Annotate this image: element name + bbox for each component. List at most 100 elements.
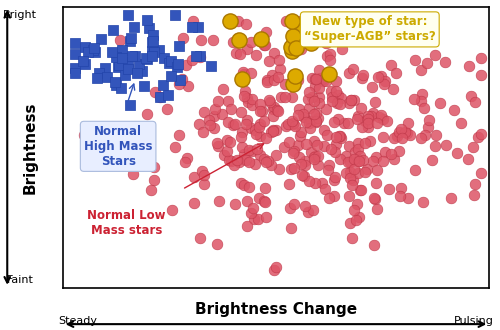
Point bbox=[154, 48, 162, 53]
Point bbox=[300, 114, 308, 119]
Text: Bright: Bright bbox=[3, 10, 37, 20]
Point bbox=[182, 63, 190, 68]
Point bbox=[114, 63, 122, 68]
Point bbox=[246, 39, 254, 44]
Point bbox=[245, 185, 253, 190]
Point bbox=[200, 172, 208, 177]
Point bbox=[256, 133, 264, 139]
Point bbox=[256, 101, 264, 106]
Point bbox=[276, 95, 284, 100]
Point bbox=[190, 18, 198, 24]
Point bbox=[358, 36, 366, 41]
Point bbox=[236, 51, 244, 56]
Point bbox=[351, 149, 359, 155]
Point bbox=[354, 114, 362, 119]
Point bbox=[281, 95, 289, 100]
Point bbox=[380, 149, 388, 154]
Point bbox=[223, 149, 231, 154]
Point bbox=[424, 124, 432, 130]
Point bbox=[290, 149, 298, 154]
Point bbox=[190, 200, 198, 206]
Point bbox=[116, 37, 124, 43]
Point bbox=[327, 146, 335, 151]
Point bbox=[360, 140, 368, 145]
Point bbox=[356, 187, 364, 193]
Point bbox=[307, 41, 315, 47]
Point bbox=[310, 139, 318, 144]
Point bbox=[305, 121, 313, 126]
Point bbox=[304, 209, 312, 214]
Point bbox=[230, 163, 238, 168]
Point bbox=[93, 76, 101, 81]
Point bbox=[200, 110, 208, 115]
Point bbox=[372, 196, 380, 201]
Point bbox=[198, 129, 206, 134]
Point bbox=[436, 101, 444, 106]
Point bbox=[372, 207, 380, 212]
Point bbox=[298, 129, 306, 134]
Point bbox=[320, 127, 328, 132]
Point bbox=[320, 143, 328, 148]
Point bbox=[130, 171, 138, 176]
Point bbox=[117, 85, 125, 90]
Point bbox=[232, 51, 240, 56]
Point bbox=[380, 159, 388, 164]
Point bbox=[210, 37, 218, 43]
Point bbox=[368, 111, 376, 116]
Point bbox=[292, 46, 300, 51]
Point bbox=[393, 133, 401, 139]
Point bbox=[288, 48, 296, 53]
Point bbox=[290, 202, 298, 207]
Point bbox=[156, 95, 164, 100]
Point bbox=[240, 72, 248, 77]
Point bbox=[190, 174, 198, 179]
Point bbox=[140, 83, 147, 89]
Point bbox=[268, 72, 276, 77]
Point bbox=[174, 61, 182, 66]
Point bbox=[306, 89, 314, 94]
Point bbox=[410, 96, 418, 101]
Point bbox=[312, 77, 320, 82]
Point bbox=[364, 114, 372, 119]
Point bbox=[466, 93, 474, 98]
Point bbox=[178, 36, 186, 41]
Point bbox=[354, 214, 362, 219]
Point bbox=[127, 36, 135, 41]
Point bbox=[330, 119, 338, 125]
Point bbox=[195, 121, 203, 126]
Point bbox=[357, 188, 365, 193]
Point bbox=[318, 180, 326, 185]
Point bbox=[143, 56, 151, 62]
Point bbox=[148, 187, 156, 193]
Point bbox=[228, 40, 236, 45]
Point bbox=[268, 128, 276, 134]
Point bbox=[72, 40, 80, 45]
Point bbox=[420, 105, 428, 110]
Point bbox=[262, 214, 270, 220]
Point bbox=[270, 78, 278, 83]
Point bbox=[236, 37, 244, 43]
Point bbox=[373, 121, 381, 126]
Point bbox=[138, 69, 146, 74]
Point bbox=[242, 157, 250, 162]
Point bbox=[256, 196, 264, 201]
Point bbox=[288, 94, 296, 99]
Point bbox=[296, 134, 304, 139]
Point bbox=[261, 185, 269, 190]
Point bbox=[364, 116, 372, 122]
Point bbox=[126, 103, 134, 108]
Point bbox=[307, 149, 315, 155]
Point bbox=[215, 199, 223, 204]
Point bbox=[276, 166, 283, 171]
Point bbox=[282, 18, 290, 24]
Point bbox=[286, 205, 294, 211]
Point bbox=[361, 169, 369, 175]
Point bbox=[350, 208, 358, 213]
Point bbox=[350, 157, 358, 162]
Point bbox=[352, 217, 360, 222]
Point bbox=[276, 66, 284, 72]
Point bbox=[289, 33, 297, 39]
Point bbox=[295, 155, 303, 160]
Point bbox=[110, 27, 118, 33]
Point bbox=[345, 144, 353, 149]
